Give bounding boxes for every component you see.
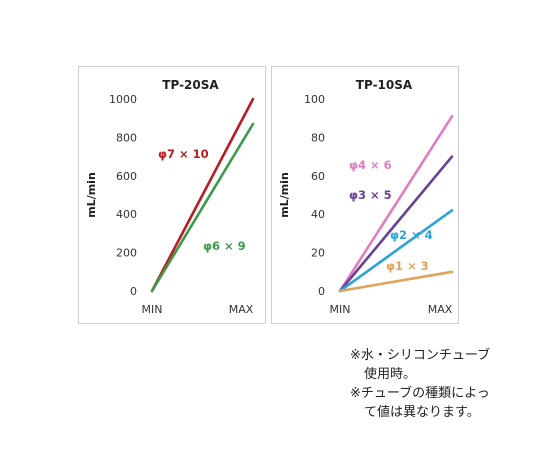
y-tick-label: 200 [116, 247, 137, 260]
series-line [338, 270, 454, 293]
y-axis-label: mL/min [278, 172, 291, 218]
chart-tp-10sa: TP-10SA 0 20 40 60 80 100 mL/min MIN MAX φ4 × 6 φ3 … [278, 78, 454, 316]
y-tick-label: 600 [116, 170, 137, 183]
series-line [150, 122, 255, 293]
note-line: て値は異なります。 [364, 405, 480, 420]
y-tick-label: 40 [311, 208, 325, 221]
chart-title: TP-10SA [356, 78, 413, 92]
x-tick-label: MAX [428, 303, 453, 316]
x-tick-label: MAX [229, 303, 254, 316]
series-line [338, 209, 454, 293]
series-label: φ6 × 9 [203, 239, 246, 253]
y-tick-label: 1000 [109, 93, 137, 106]
note-line: 使用時。 [364, 367, 417, 382]
chart-panel-tp-20sa: TP-20SA 0 200 400 600 800 1000 mL/min MIN MAX φ7 ×… [78, 66, 266, 324]
x-tick-label: MIN [142, 303, 163, 316]
series-label: φ2 × 4 [390, 228, 433, 242]
y-tick-label: 0 [130, 285, 137, 298]
y-axis-label: mL/min [85, 172, 98, 218]
series-label: φ4 × 6 [349, 158, 392, 172]
chart-tp-20sa: TP-20SA 0 200 400 600 800 1000 mL/min MIN MAX φ7 ×… [85, 78, 255, 316]
series-label: φ1 × 3 [386, 259, 429, 273]
series-line [150, 97, 255, 293]
chart-title: TP-20SA [162, 78, 219, 92]
series-line [338, 155, 454, 293]
usage-note: ※水・シリコンチューブ 使用時。 ※チューブの種類によっ て値は異なります。 [350, 346, 490, 422]
series-label: φ7 × 10 [158, 147, 209, 161]
y-tick-label: 80 [311, 131, 325, 144]
series-label: φ3 × 5 [349, 188, 392, 202]
y-tick-label: 20 [311, 247, 325, 260]
chart-panel-tp-10sa: TP-10SA 0 20 40 60 80 100 mL/min MIN MAX φ4 × 6 φ3 … [271, 66, 459, 324]
y-tick-label: 800 [116, 131, 137, 144]
note-line: ※チューブの種類によっ [350, 386, 490, 401]
series-line [338, 114, 454, 293]
y-tick-label: 60 [311, 170, 325, 183]
x-tick-label: MIN [330, 303, 351, 316]
y-tick-label: 400 [116, 208, 137, 221]
note-line: ※水・シリコンチューブ [350, 348, 491, 363]
y-tick-label: 0 [318, 285, 325, 298]
y-tick-label: 100 [304, 93, 325, 106]
